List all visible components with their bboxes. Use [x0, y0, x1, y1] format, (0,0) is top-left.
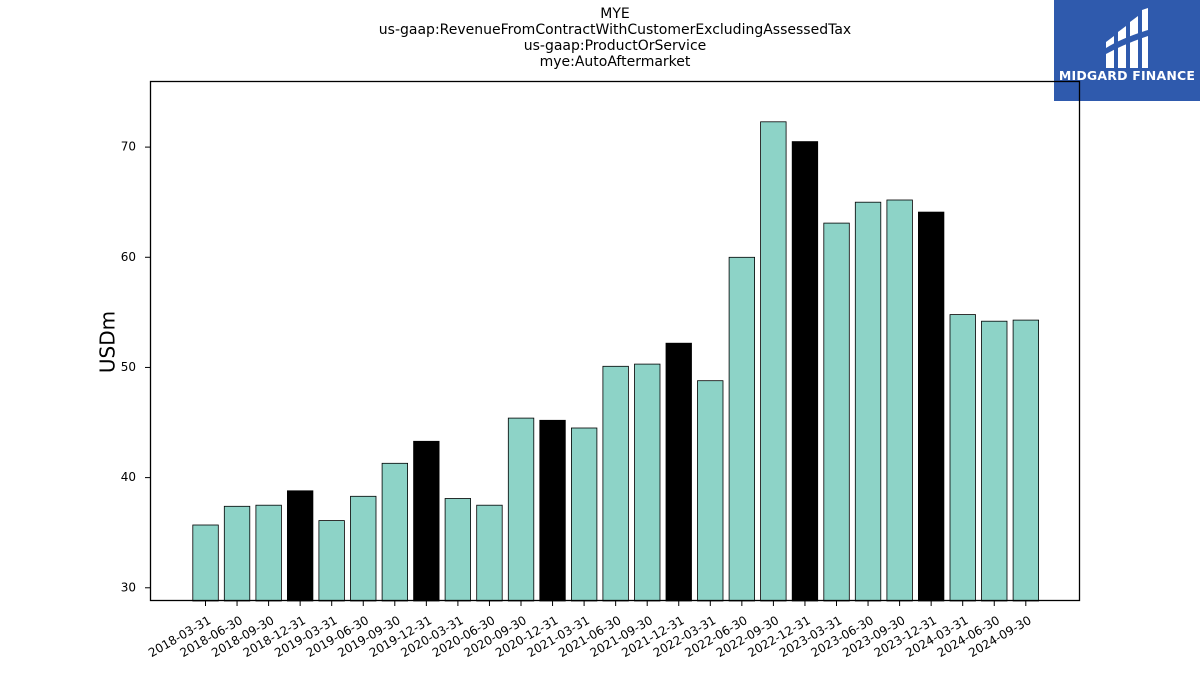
bar-2020-06-30: [476, 504, 503, 602]
bar-2024-03-31: [949, 314, 976, 602]
title-line-concept: us-gaap:RevenueFromContractWithCustomerE…: [378, 22, 852, 38]
y-axis-label: USDm: [96, 311, 120, 373]
bar-2020-03-31: [444, 498, 472, 602]
title-line-ticker: MYE: [600, 6, 630, 22]
bar-2022-03-31: [697, 380, 724, 602]
y-axis-ticks: 30 40 50 60 70: [121, 140, 150, 594]
midgard-finance-logo: MIDGARD FINANCE: [1054, 0, 1200, 101]
bar-2018-12-31: [286, 490, 314, 602]
bar-2019-09-30: [381, 462, 409, 602]
y-tick-label: 40: [121, 470, 136, 484]
bar-2018-06-30: [223, 505, 251, 602]
bar-2022-06-30: [728, 256, 755, 602]
bars-layer: [192, 121, 1039, 602]
bar-2018-09-30: [255, 504, 282, 602]
bar-2021-12-31: [665, 342, 692, 602]
bar-2018-03-31: [192, 524, 219, 602]
plot-frame: [149, 80, 1081, 602]
title-line-axis: us-gaap:ProductOrService: [523, 38, 707, 54]
bar-2022-09-30: [760, 121, 787, 602]
bar-2021-03-31: [571, 427, 598, 602]
bar-2020-09-30: [507, 417, 535, 602]
bar-2023-06-30: [854, 201, 882, 602]
chart-title: MYE us-gaap:RevenueFromContractWithCusto…: [150, 6, 1080, 70]
bar-2022-12-31: [791, 141, 819, 602]
logo-text: MIDGARD FINANCE: [1058, 68, 1196, 83]
bar-2021-09-30: [634, 363, 661, 602]
bar-2020-12-31: [539, 419, 566, 602]
y-tick-label: 70: [121, 140, 136, 154]
bar-2023-09-30: [886, 199, 913, 602]
x-axis-ticks: 2018-03-312018-06-302018-09-302018-12-31…: [146, 601, 1034, 660]
bar-2024-09-30: [1012, 319, 1039, 602]
title-line-member: mye:AutoAftermarket: [539, 54, 691, 70]
bar-2021-06-30: [602, 365, 629, 602]
y-tick-label: 60: [121, 250, 136, 264]
midgard-logo-icon: [1106, 8, 1148, 68]
y-tick-label: 50: [121, 360, 136, 374]
bar-2019-03-31: [318, 520, 345, 602]
bar-2019-06-30: [350, 495, 377, 602]
y-tick-label: 30: [121, 580, 136, 594]
bar-2023-03-31: [823, 222, 850, 602]
bar-2024-06-30: [981, 320, 1008, 602]
bar-2019-12-31: [413, 440, 440, 602]
bar-2023-12-31: [918, 211, 945, 602]
